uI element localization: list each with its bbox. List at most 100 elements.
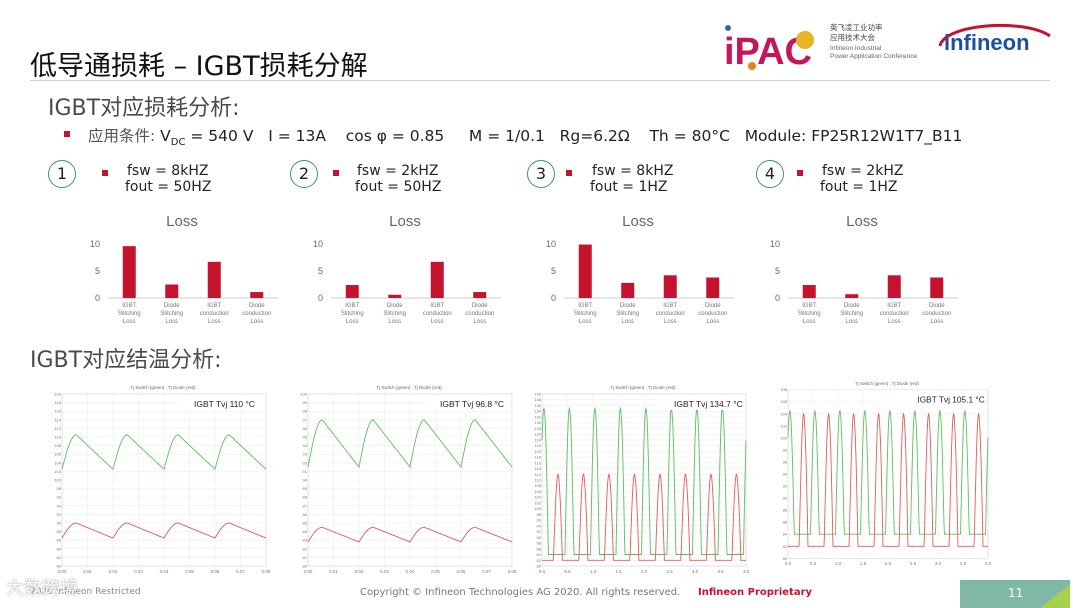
- tvj-chart-2-xtick: 0.02: [355, 569, 364, 574]
- tvj-chart-2-ytick: 96: [303, 426, 308, 431]
- cond-current: I = 13A: [268, 127, 326, 145]
- tvj-chart-2-ytick: 84: [303, 529, 308, 534]
- footer-proprietary: Infineon Proprietary: [698, 587, 813, 598]
- tvj-chart-1-ytick: 118: [55, 400, 62, 405]
- case-bullet-2: [333, 170, 339, 176]
- tvj-chart-2-ytick: 85: [303, 521, 308, 526]
- tvj-chart-4-xtick: 3.0: [935, 561, 942, 566]
- loss-chart-3: Loss 0 5 10 IGBT Slitching Loss Diode Slitching L…: [546, 213, 734, 325]
- tvj-chart-2-ytick: 92: [303, 460, 308, 465]
- tvj-chart-3-ytick: 96: [537, 518, 542, 523]
- loss-chart-2-xtick: Slitching: [383, 311, 406, 317]
- tvj-chart-3-ytick: 104: [534, 495, 541, 500]
- loss-chart-2-bar: [345, 285, 359, 298]
- tvj-chart-3-series-switch: [541, 406, 747, 555]
- loss-chart-3-xtick: Loss: [579, 319, 592, 325]
- loss-chart-1-xtick: Loss: [123, 319, 136, 325]
- conditions-label: 应用条件:: [88, 127, 156, 145]
- tvj-chart-3-ytick: 118: [535, 455, 542, 460]
- loss-chart-2-xtick: Diode: [387, 303, 403, 309]
- tvj-chart-2-ytick: 99: [303, 400, 308, 405]
- tvj-chart-2-ytick: 95: [303, 435, 308, 440]
- tvj-chart-3-title: Tj Switch (green) , Tj Diode (red): [610, 385, 676, 390]
- tvj-chart-3-xtick: 4.0: [743, 569, 750, 574]
- tvj-chart-2-xtick: 0.05: [431, 569, 440, 574]
- loss-chart-2-xtick: Loss: [388, 319, 401, 325]
- tvj-chart-4-ytick: 100: [780, 435, 787, 440]
- tvj-chart-3-ytick: 140: [534, 392, 541, 397]
- watermark: 大数跨境: [6, 578, 78, 599]
- tvj-chart-1-annotation: IGBT Tvj 110 °C: [194, 399, 255, 409]
- tvj-chart-1-title: Tj Switch (green) , Tj Diode (red): [130, 385, 196, 390]
- cond-rg: Rg=6.2Ω: [559, 127, 630, 145]
- loss-chart-2-xtick: IGBT: [430, 303, 444, 309]
- tvj-chart-1-xtick: 0.07: [236, 569, 245, 574]
- ipac-en-2: Power Application Conference: [830, 53, 917, 60]
- loss-chart-2-xtick: Loss: [473, 319, 486, 325]
- loss-chart-3-bar: [706, 277, 720, 298]
- tvj-chart-4: 80 82 84 86 88 90 92 94 96 98 100 102 104 106 108 0.0 0.…: [780, 381, 991, 566]
- tvj-chart-2-xtick: 0.07: [482, 569, 491, 574]
- tvj-chart-4-ytick: 104: [780, 411, 787, 416]
- tvj-chart-1-xtick: 0.00: [58, 569, 67, 574]
- loss-chart-3-bar: [663, 275, 677, 298]
- loss-chart-2-xtick: conduction: [465, 311, 494, 317]
- loss-chart-3-xtick: IGBT: [578, 303, 592, 309]
- loss-chart-4-bar: [887, 275, 901, 298]
- cond-m: M = 1/0.1: [468, 127, 545, 145]
- page-title: 低导通损耗 – IGBT损耗分解: [30, 51, 368, 82]
- tvj-chart-3-xtick: 2.5: [666, 569, 673, 574]
- case-number-4: 4: [756, 160, 784, 188]
- loss-chart-1-xtick: Diode: [164, 303, 180, 309]
- tvj-chart-2-annotation: IGBT Tvj 96.8 °C: [440, 399, 504, 409]
- tvj-chart-4-ytick: 92: [783, 484, 787, 489]
- case-fsw-3: fsw = 8kHZ: [592, 163, 674, 179]
- loss-chart-4-bar: [930, 277, 944, 298]
- tvj-chart-1-series-switch: [61, 434, 267, 471]
- tvj-chart-3-xtick: 1.0: [590, 569, 597, 574]
- loss-chart-4-ytick: 10: [770, 239, 780, 249]
- tvj-chart-2-ytick: 87: [303, 503, 308, 508]
- tvj-chart-4-xtick: 2.0: [885, 561, 892, 566]
- tvj-chart-3-ytick: 80: [537, 564, 542, 569]
- cond-cosphi: cos φ = 0.85: [345, 127, 445, 145]
- tvj-chart-3-ytick: 90: [537, 535, 542, 540]
- tvj-chart-4-ytick: 94: [783, 472, 788, 477]
- case-bullet-3: [566, 170, 572, 176]
- tvj-chart-1-ytick: 92: [57, 512, 62, 517]
- tvj-chart-3-ytick: 124: [534, 437, 541, 442]
- tvj-chart-4-ytick: 84: [783, 532, 788, 537]
- loss-chart-1-xtick: Loss: [165, 319, 178, 325]
- tvj-chart-4-ytick: 90: [783, 496, 788, 501]
- loss-chart-2-xtick: Slitching: [341, 311, 364, 317]
- tvj-chart-2-series-diode: [307, 526, 513, 543]
- loss-chart-1-xtick: Diode: [249, 303, 265, 309]
- loss-chart-3-xtick: Loss: [621, 319, 634, 325]
- tvj-chart-3-ytick: 114: [535, 466, 542, 471]
- tvj-chart-2-ytick: 94: [303, 443, 308, 448]
- loss-chart-4-xtick: Slitching: [840, 311, 863, 317]
- tvj-chart-2-ytick: 88: [303, 495, 308, 500]
- tvj-chart-1-annotation-bg: [180, 396, 264, 410]
- loss-chart-3-xtick: Slitching: [616, 311, 639, 317]
- loss-chart-2: Loss 0 5 10 IGBT Slitching Loss Diode Slitching L…: [313, 213, 501, 325]
- tvj-chart-1-ytick: 104: [54, 460, 61, 465]
- loss-chart-4-xtick: Slitching: [798, 311, 821, 317]
- tvj-chart-1-ytick: 80: [57, 564, 62, 569]
- tvj-chart-1-xtick: 0.01: [83, 569, 92, 574]
- loss-chart-1-xtick: Loss: [208, 319, 221, 325]
- infineon-wordmark: infineon: [944, 30, 1030, 55]
- loss-chart-1-bar: [207, 261, 221, 298]
- loss-chart-4-xtick: Diode: [929, 303, 945, 309]
- tvj-chart-1: 80 82 84 86 88 90 92 94 96 98 100 102 104 106 108 110 11…: [54, 385, 271, 574]
- case-fsw-1: fsw = 8kHZ: [127, 163, 209, 179]
- tvj-chart-4-ytick: 98: [783, 447, 787, 452]
- tvj-chart-2-ytick: 80: [303, 564, 308, 569]
- ipac-logo: iPAC 英飞凌工业功率 应用技术大会 Infineon Industrial …: [724, 22, 917, 73]
- tvj-chart-1-xtick: 0.05: [185, 569, 194, 574]
- case-number-3: 3: [527, 160, 555, 188]
- tvj-chart-4-xtick: 0.0: [785, 561, 792, 566]
- tvj-chart-3-series-diode: [542, 473, 746, 561]
- tvj-chart-3: 8082848688909294969810010210410610811011…: [534, 385, 750, 574]
- tvj-chart-2-ytick: 82: [303, 546, 308, 551]
